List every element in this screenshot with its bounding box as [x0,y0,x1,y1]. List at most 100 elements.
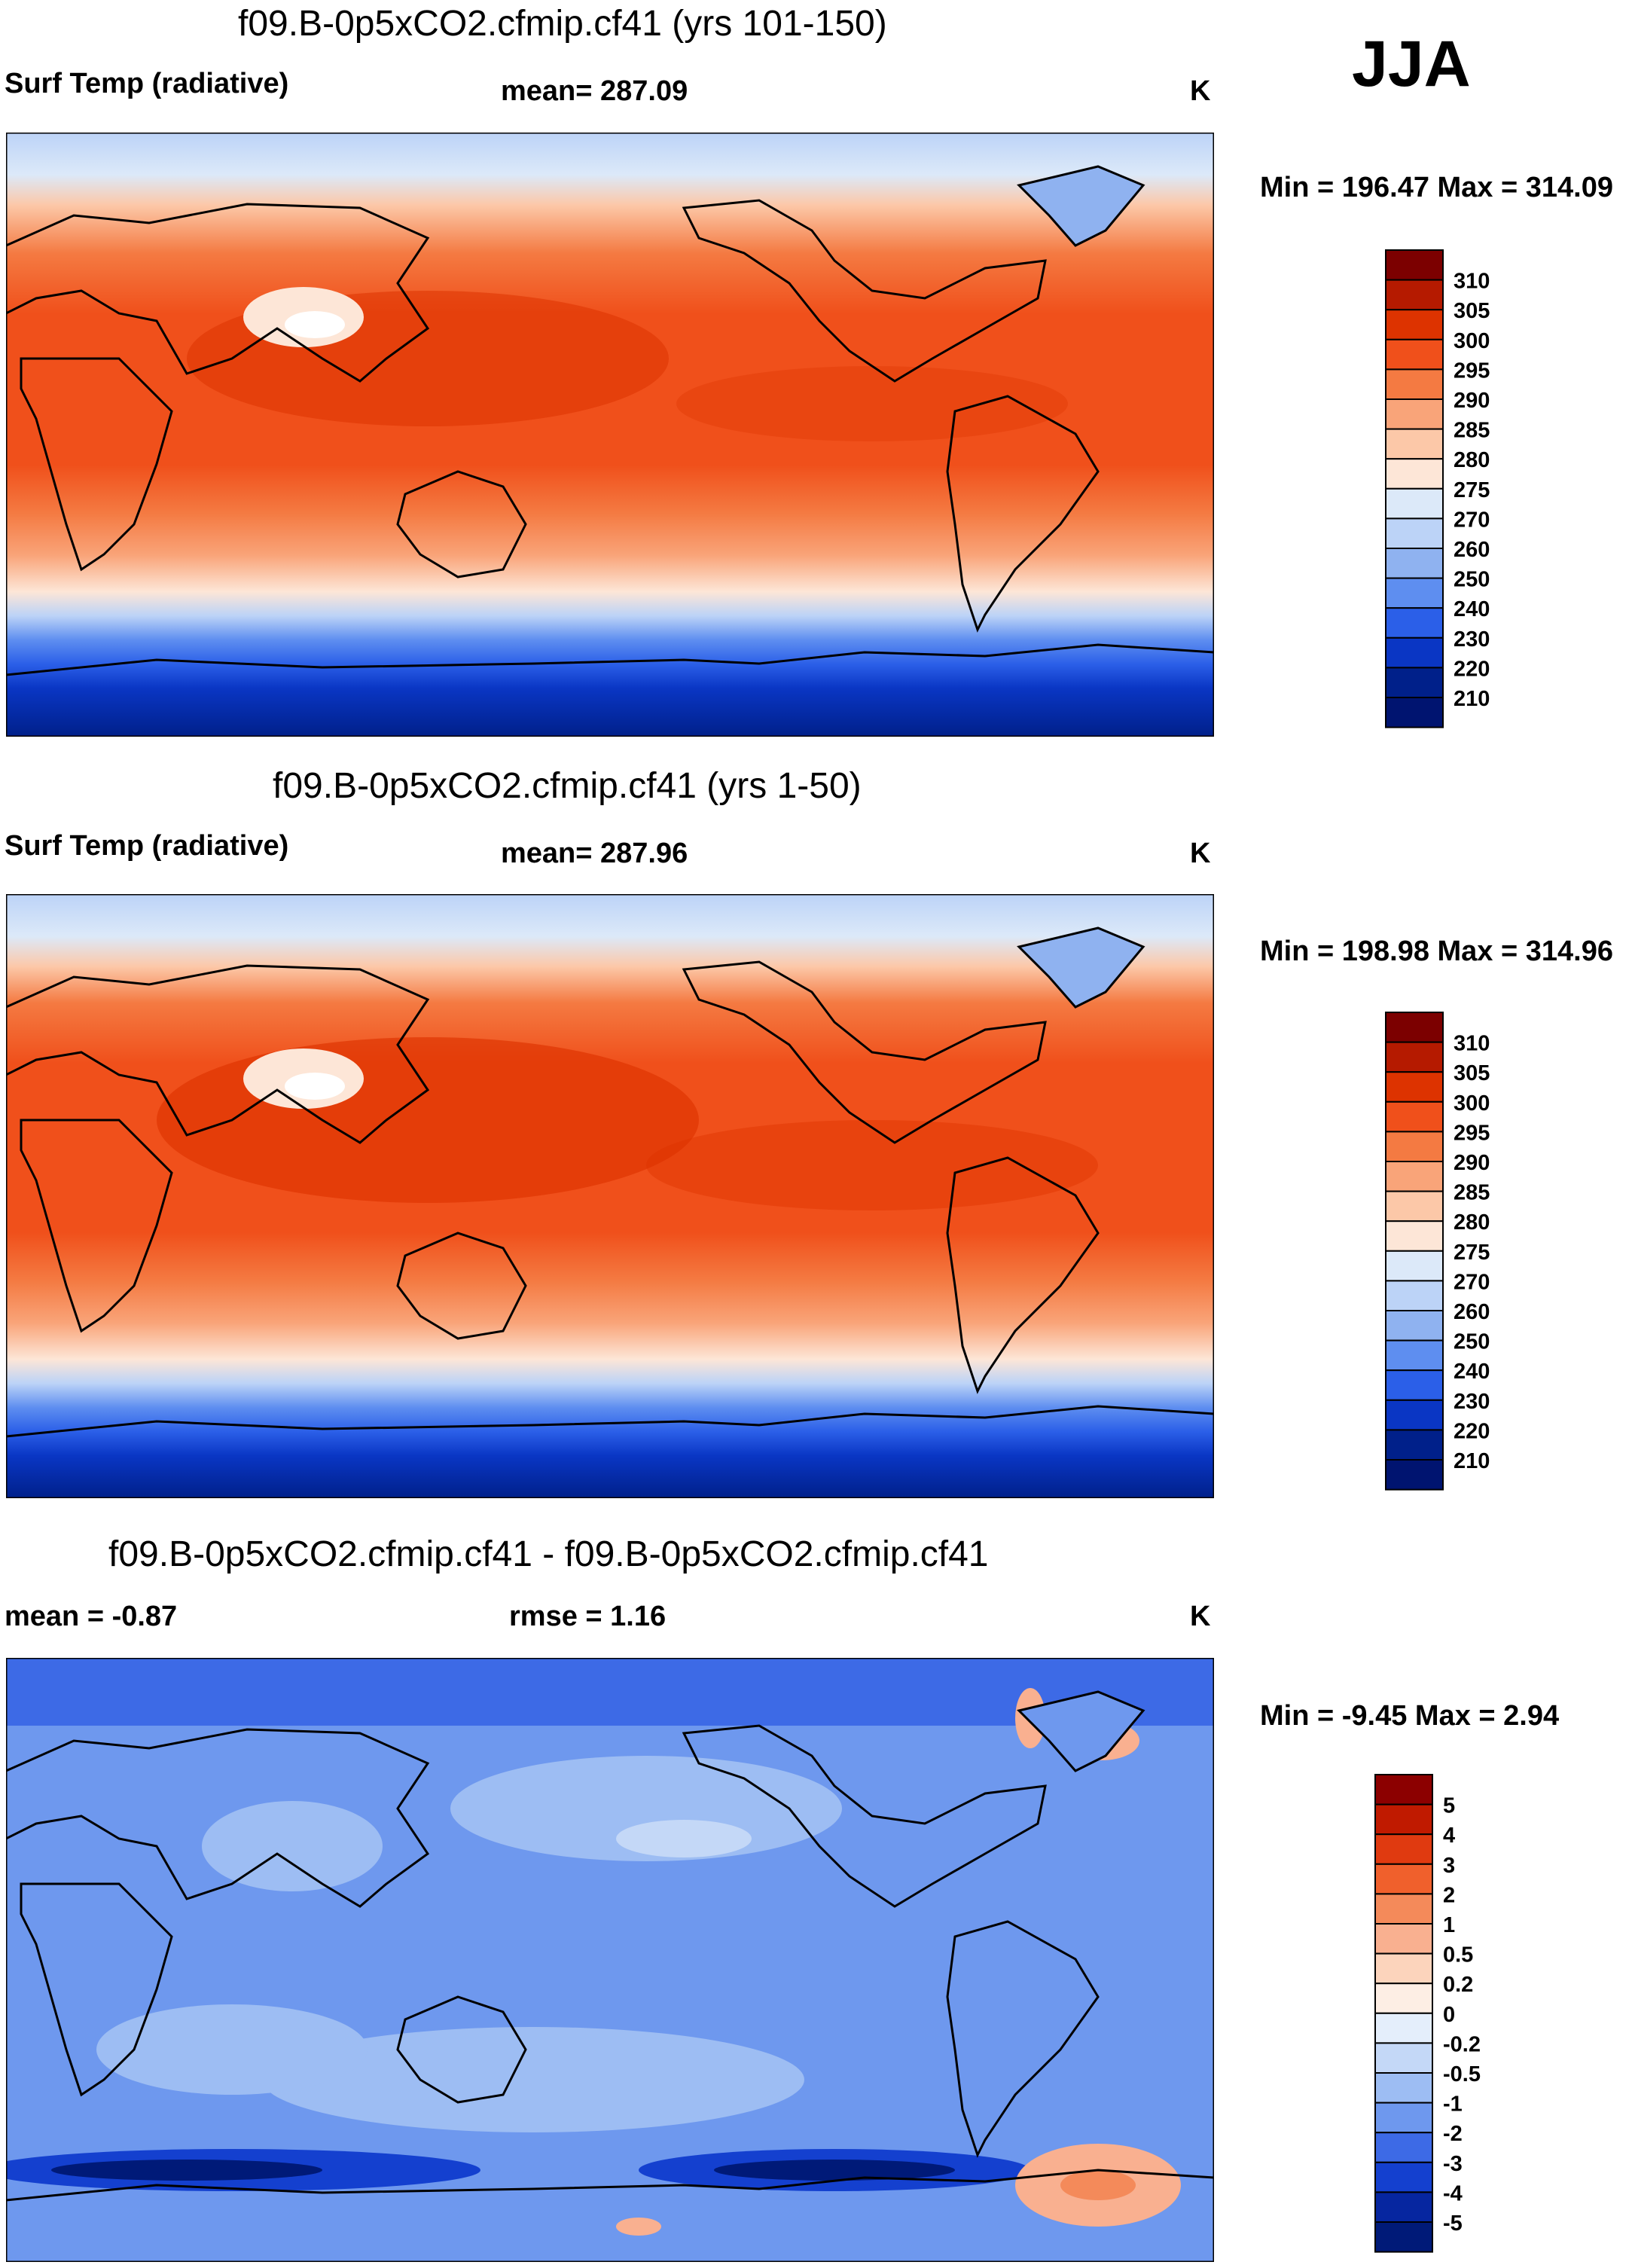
panel-1-colorbar-box [1385,697,1444,728]
panel-3-colorbar-box [1374,1983,1433,2014]
panel-1-title: f09.B-0p5xCO2.cfmip.cf41 (yrs 101-150) [238,4,887,44]
panel-1-colorbar-box [1385,249,1444,281]
panel-1-colorbar-label: 260 [1454,538,1490,562]
panel-2-colorbar-box [1385,1220,1444,1252]
panel-2-colorbar-label: 305 [1454,1061,1490,1085]
panel-2-colorbar-box [1385,1012,1444,1043]
panel-2-colorbar-label: 275 [1454,1241,1490,1265]
panel-3-colorbar-box [1374,2072,1433,2104]
panel-3-left-label: mean = -0.87 [5,1601,178,1632]
panel-3-colorbar-label: 5 [1443,1794,1455,1818]
panel-3-colorbar-box [1374,1803,1433,1836]
panel-2-colorbar-box [1385,1280,1444,1311]
panel-3-colorbar-box [1374,2042,1433,2074]
season-label: JJA [1352,28,1471,100]
panel-2-colorbar-box [1385,1100,1444,1133]
panel-1-colorbar-box [1385,368,1444,400]
panel-3-colorbar-box [1374,2102,1433,2134]
panel-3-colorbar-label: 3 [1443,1854,1455,1878]
panel-1-colorbar-label: 300 [1454,329,1490,353]
panel-2-colorbar-label: 285 [1454,1181,1490,1205]
panel-1-colorbar-label: 230 [1454,627,1490,652]
panel-1-colorbar-label: 270 [1454,508,1490,532]
panel-1-colorbar: 310 305 300 295 290 285 280 275 270 260 250 240 230 2… [1385,249,1490,728]
panel-1-center-label: mean= 287.09 [501,75,688,107]
panel-3-colorbar-label: 0.2 [1443,1973,1473,1997]
panel-2-colorbar-box [1385,1369,1444,1401]
panel-3-colorbar-box [1374,2221,1433,2253]
panel-2-left-label: Surf Temp (radiative) [5,830,289,862]
panel-3-colorbar-label: -2 [1443,2122,1463,2146]
panel-3-colorbar-box [1374,2191,1433,2224]
panel-2-map [6,894,1214,1498]
panel-1-colorbar-label: 310 [1454,270,1490,294]
panel-1-colorbar-label: 210 [1454,687,1490,711]
panel-1-colorbar-box [1385,667,1444,699]
panel-3-colorbar-label: 2 [1443,1883,1455,1907]
panel-3-units: K [1190,1601,1211,1632]
panel-1-colorbar-label: 290 [1454,389,1490,413]
panel-3-colorbar-label: -5 [1443,2212,1463,2236]
panel-3-colorbar-label: 4 [1443,1824,1455,1848]
panel-1-colorbar-label: 285 [1454,419,1490,443]
panel-3-colorbar: 5 4 3 2 1 0.5 0.2 0 -0.2 -0.5 -1 -2 -3 -4 -5 [1374,1774,1481,2253]
panel-1-left-label: Surf Temp (radiative) [5,68,289,99]
panel-2-colorbar-label: 310 [1454,1032,1490,1056]
panel-2-units: K [1190,838,1211,869]
panel-2-colorbar-label: 260 [1454,1300,1490,1324]
panel-3-colorbar-label: 0 [1443,2003,1455,2027]
panel-2-colorbar-label: 280 [1454,1210,1490,1235]
panel-2-colorbar-box [1385,1190,1444,1223]
panel-1-colorbar-label: 295 [1454,359,1490,383]
panel-2-colorbar-label: 220 [1454,1419,1490,1443]
panel-3-title: f09.B-0p5xCO2.cfmip.cf41 - f09.B-0p5xCO2… [108,1534,989,1574]
panel-3-colorbar-box [1374,2012,1433,2044]
panel-3-center-label: rmse = 1.16 [509,1601,667,1632]
panel-3-minmax: Min = -9.45 Max = 2.94 [1260,1700,1560,1732]
panel-1-colorbar-label: 220 [1454,657,1490,681]
panel-2-colorbar-box [1385,1041,1444,1073]
panel-1-colorbar-box [1385,487,1444,520]
panel-1-colorbar-box [1385,338,1444,371]
panel-3-colorbar-box [1374,1833,1433,1865]
panel-3-colorbar-label: -4 [1443,2181,1463,2205]
panel-3-colorbar-box [1374,1774,1433,1806]
panel-2-colorbar-box [1385,1071,1444,1103]
panel-2-colorbar-box [1385,1459,1444,1491]
panel-1-minmax: Min = 196.47 Max = 314.09 [1260,172,1613,203]
panel-2-colorbar-label: 295 [1454,1121,1490,1145]
panel-3-colorbar-box [1374,1952,1433,1985]
panel-3-colorbar-box [1374,1893,1433,1925]
panel-1-colorbar-box [1385,517,1444,549]
panel-1-colorbar-box [1385,636,1444,669]
panel-3-colorbar-box [1374,2132,1433,2163]
panel-2-colorbar-box [1385,1429,1444,1461]
panel-1-colorbar-box [1385,309,1444,340]
panel-3-colorbar-label: -0.5 [1443,2062,1481,2086]
panel-2-colorbar-label: 240 [1454,1360,1490,1384]
panel-1-colorbar-box [1385,577,1444,609]
panel-1-colorbar-box [1385,548,1444,579]
panel-1-colorbar-box [1385,279,1444,311]
panel-2-colorbar-label: 230 [1454,1390,1490,1414]
panel-2-minmax: Min = 198.98 Max = 314.96 [1260,936,1613,967]
panel-2-colorbar-label: 290 [1454,1151,1490,1175]
panel-3-map [6,1658,1214,2262]
panel-2-title: f09.B-0p5xCO2.cfmip.cf41 (yrs 1-50) [273,766,862,806]
panel-2-colorbar: 310 305 300 295 290 285 280 275 270 260 250 240 230 2… [1385,1012,1490,1491]
panel-1-colorbar-box [1385,428,1444,460]
panel-3-colorbar-box [1374,1923,1433,1955]
panel-2-colorbar-box [1385,1339,1444,1372]
panel-2-colorbar-label: 270 [1454,1270,1490,1294]
panel-2-colorbar-box [1385,1161,1444,1192]
panel-2-center-label: mean= 287.96 [501,838,688,869]
panel-2-colorbar-box [1385,1310,1444,1342]
panel-1-colorbar-box [1385,398,1444,430]
panel-1-colorbar-box [1385,607,1444,639]
panel-1-colorbar-box [1385,458,1444,490]
panel-2-colorbar-box [1385,1250,1444,1282]
panel-1-colorbar-label: 305 [1454,299,1490,323]
panel-3-colorbar-box [1374,2161,1433,2193]
panel-3-colorbar-label: -3 [1443,2152,1463,2176]
panel-3-colorbar-box [1374,1863,1433,1895]
